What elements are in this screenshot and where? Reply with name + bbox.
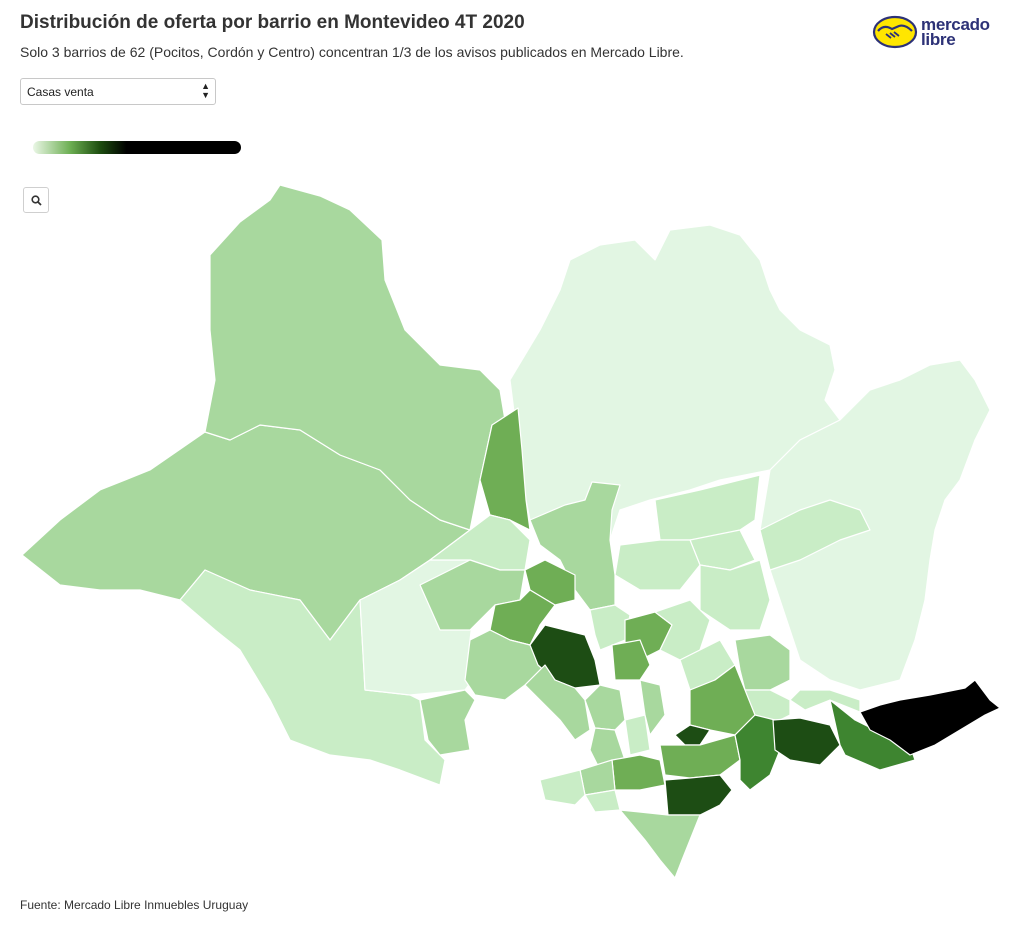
barrio-area: [619, 809, 701, 879]
chart-subtitle: Solo 3 barrios de 62 (Pocitos, Cordón y …: [20, 44, 684, 60]
barrio-area: [759, 499, 871, 571]
barrio-area: [479, 407, 531, 531]
property-type-select-value: Casas venta: [27, 85, 94, 99]
barrio-area: [789, 689, 861, 713]
barrio-area: [529, 481, 621, 611]
source-note: Fuente: Mercado Libre Inmuebles Uruguay: [20, 898, 249, 912]
mercado-libre-logo: mercado libre: [872, 14, 1002, 58]
barrio-area: [611, 754, 666, 791]
barrio-area: [699, 559, 771, 631]
barrio-area: [734, 714, 781, 791]
barrio-area: [772, 717, 841, 766]
barrio-area: [584, 684, 626, 731]
barrio-area: [624, 714, 651, 756]
barrio-area: [659, 734, 741, 779]
logo-word-libre: libre: [921, 30, 956, 49]
logo-word-mercado: mercado: [921, 15, 990, 34]
barrio-area: [611, 639, 651, 681]
zoom-search-button[interactable]: [23, 187, 49, 213]
property-type-select[interactable]: Casas venta ▲ ▼: [20, 78, 216, 105]
barrio-area: [734, 634, 791, 691]
search-icon: [31, 195, 42, 206]
barrio-area-darkest: [859, 679, 1001, 756]
barrio-area: [524, 664, 591, 741]
color-scale-legend: [33, 141, 241, 154]
logo-text: mercado libre: [921, 15, 1001, 49]
barrio-area: [539, 769, 586, 806]
barrio-area: [829, 699, 916, 771]
updown-arrows-icon: ▲ ▼: [201, 81, 210, 100]
barrio-area: [614, 539, 701, 591]
barrio-area: [639, 679, 666, 736]
barrio-area-darker: [664, 774, 733, 816]
barrio-area: [579, 759, 616, 796]
chart-title: Distribución de oferta por barrio en Mon…: [20, 12, 525, 33]
barrio-area: [674, 724, 711, 746]
barrio-area: [419, 689, 476, 756]
handshake-icon: [872, 15, 918, 49]
barrio-area: [179, 569, 446, 786]
